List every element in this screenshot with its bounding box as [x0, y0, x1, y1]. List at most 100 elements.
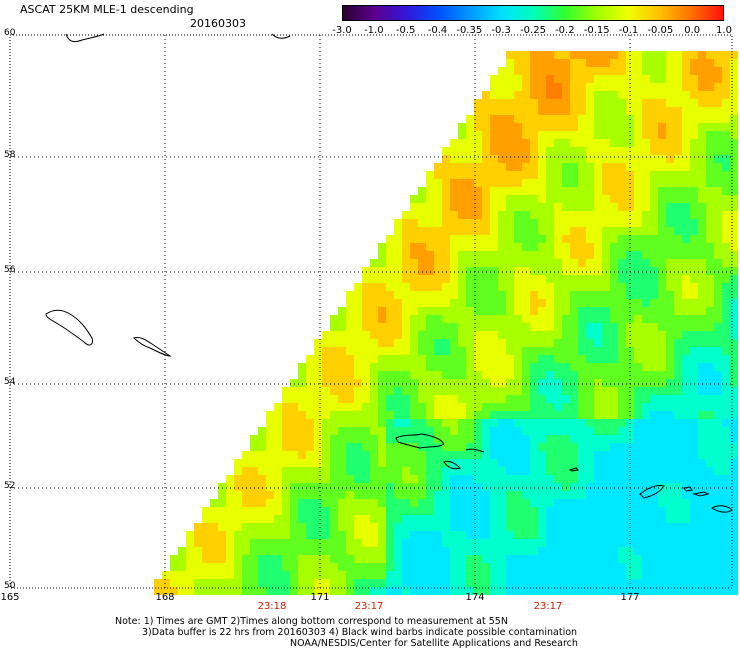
data-cell: [482, 203, 490, 211]
data-cell: [490, 171, 498, 179]
data-cell: [450, 203, 458, 211]
data-cell: [498, 323, 506, 331]
data-cell: [634, 579, 642, 587]
data-cell: [730, 75, 738, 83]
data-cell: [250, 507, 258, 515]
data-cell: [426, 419, 434, 427]
data-cell: [666, 387, 674, 395]
data-cell: [730, 555, 738, 563]
data-cell: [370, 451, 378, 459]
data-cell: [418, 443, 426, 451]
data-cell: [602, 67, 610, 75]
data-cell: [394, 291, 402, 299]
data-cell: [578, 187, 586, 195]
data-cell: [682, 291, 690, 299]
data-cell: [338, 435, 346, 443]
data-cell: [210, 499, 218, 507]
data-cell: [546, 507, 554, 515]
data-cell: [426, 555, 434, 563]
data-cell: [594, 363, 602, 371]
data-cell: [306, 523, 314, 531]
data-cell: [650, 347, 658, 355]
data-cell: [674, 107, 682, 115]
data-cell: [690, 59, 698, 67]
data-cell: [474, 459, 482, 467]
data-cell: [610, 571, 618, 579]
data-cell: [538, 219, 546, 227]
data-cell: [618, 507, 626, 515]
data-cell: [490, 83, 498, 91]
data-cell: [682, 355, 690, 363]
data-cell: [426, 275, 434, 283]
data-cell: [514, 339, 522, 347]
data-cell: [514, 203, 522, 211]
data-cell: [610, 523, 618, 531]
data-cell: [338, 387, 346, 395]
data-cell: [410, 299, 418, 307]
data-cell: [538, 307, 546, 315]
data-cell: [546, 107, 554, 115]
data-cell: [690, 331, 698, 339]
data-cell: [698, 291, 706, 299]
data-cell: [602, 171, 610, 179]
data-cell: [354, 307, 362, 315]
data-cell: [242, 507, 250, 515]
data-cell: [554, 579, 562, 587]
data-cell: [402, 379, 410, 387]
data-cell: [546, 443, 554, 451]
data-cell: [722, 379, 730, 387]
data-cell: [298, 395, 306, 403]
data-cell: [714, 307, 722, 315]
data-cell: [570, 307, 578, 315]
data-cell: [402, 443, 410, 451]
data-cell: [306, 539, 314, 547]
data-cell: [498, 371, 506, 379]
data-cell: [642, 203, 650, 211]
data-cell: [674, 123, 682, 131]
data-cell: [554, 443, 562, 451]
data-cell: [570, 499, 578, 507]
data-cell: [482, 163, 490, 171]
data-cell: [634, 123, 642, 131]
data-cell: [706, 59, 714, 67]
data-cell: [578, 547, 586, 555]
data-cell: [610, 267, 618, 275]
data-cell: [202, 547, 210, 555]
data-cell: [522, 307, 530, 315]
data-cell: [298, 499, 306, 507]
data-cell: [450, 371, 458, 379]
data-cell: [506, 427, 514, 435]
data-cell: [466, 587, 474, 595]
data-cell: [586, 451, 594, 459]
data-cell: [482, 539, 490, 547]
data-cell: [642, 227, 650, 235]
data-cell: [402, 419, 410, 427]
data-cell: [530, 443, 538, 451]
data-cell: [410, 259, 418, 267]
data-cell: [642, 51, 650, 59]
data-cell: [642, 411, 650, 419]
data-cell: [594, 571, 602, 579]
data-cell: [698, 379, 706, 387]
data-cell: [570, 195, 578, 203]
data-cell: [522, 267, 530, 275]
data-cell: [346, 579, 354, 587]
data-cell: [274, 419, 282, 427]
data-cell: [234, 563, 242, 571]
data-cell: [458, 163, 466, 171]
scale-label: 1.0: [716, 25, 732, 36]
data-cell: [530, 371, 538, 379]
data-cell: [530, 235, 538, 243]
data-cell: [602, 419, 610, 427]
data-cell: [498, 355, 506, 363]
data-cell: [506, 163, 514, 171]
data-cell: [506, 451, 514, 459]
data-cell: [538, 275, 546, 283]
data-cell: [202, 507, 210, 515]
data-cell: [370, 547, 378, 555]
data-cell: [322, 371, 330, 379]
data-cell: [730, 411, 738, 419]
data-cell: [538, 339, 546, 347]
data-cell: [538, 171, 546, 179]
data-cell: [594, 483, 602, 491]
